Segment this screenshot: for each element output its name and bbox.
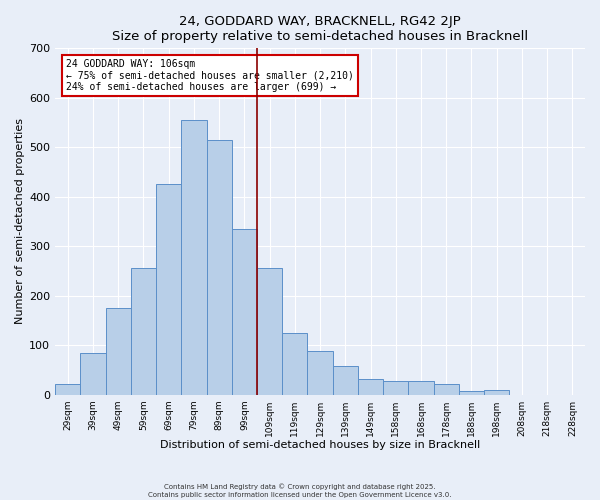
X-axis label: Distribution of semi-detached houses by size in Bracknell: Distribution of semi-detached houses by …	[160, 440, 480, 450]
Text: Contains HM Land Registry data © Crown copyright and database right 2025.
Contai: Contains HM Land Registry data © Crown c…	[148, 484, 452, 498]
Bar	[434, 384, 459, 394]
Bar	[409, 381, 434, 394]
Bar	[358, 379, 383, 394]
Text: 24 GODDARD WAY: 106sqm
← 75% of semi-detached houses are smaller (2,210)
24% of : 24 GODDARD WAY: 106sqm ← 75% of semi-det…	[66, 58, 353, 92]
Bar	[55, 384, 80, 394]
Bar	[332, 366, 358, 394]
Bar	[383, 380, 409, 394]
Bar	[106, 308, 131, 394]
Bar	[282, 333, 307, 394]
Bar	[156, 184, 181, 394]
Bar	[181, 120, 206, 394]
Bar	[131, 268, 156, 394]
Y-axis label: Number of semi-detached properties: Number of semi-detached properties	[15, 118, 25, 324]
Bar	[206, 140, 232, 394]
Bar	[484, 390, 509, 394]
Bar	[307, 351, 332, 395]
Title: 24, GODDARD WAY, BRACKNELL, RG42 2JP
Size of property relative to semi-detached : 24, GODDARD WAY, BRACKNELL, RG42 2JP Siz…	[112, 15, 528, 43]
Bar	[232, 229, 257, 394]
Bar	[257, 268, 282, 394]
Bar	[459, 390, 484, 394]
Bar	[80, 352, 106, 395]
